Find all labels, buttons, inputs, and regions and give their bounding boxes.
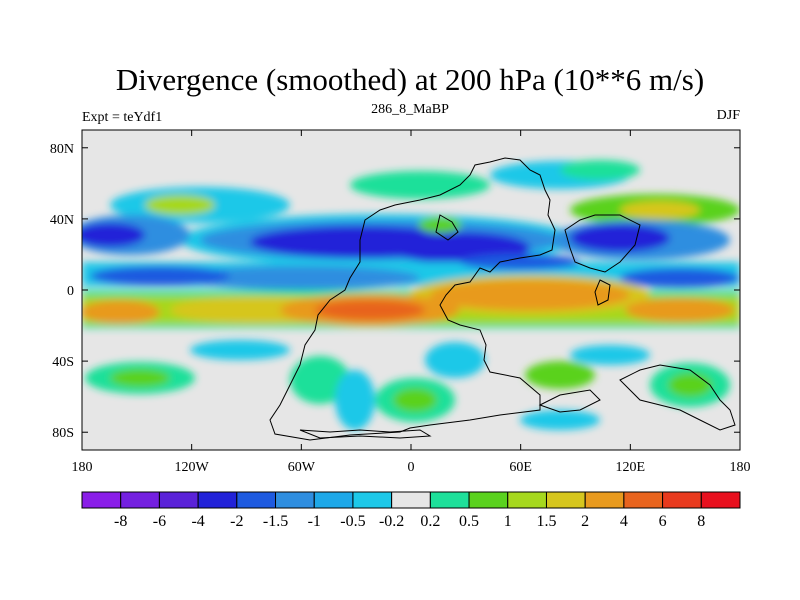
colorbar-label: -0.2 <box>379 513 404 530</box>
colorbar-swatch <box>236 491 277 509</box>
subtitle-left: Expt = teYdf1 <box>82 110 162 125</box>
x-tick-label: 120W <box>175 460 210 475</box>
chart-title: Divergence (smoothed) at 200 hPa (10**6 … <box>116 62 704 97</box>
y-tick-label: 80N <box>50 142 74 157</box>
x-tick-label: 180 <box>72 460 93 475</box>
continent-outlines <box>269 157 736 441</box>
y-tick-label: 40S <box>52 355 74 370</box>
x-axis: 180 120W 60W 0 60E 120E 180 <box>72 130 751 475</box>
x-tick-label: 60W <box>288 460 316 475</box>
y-tick-label: 0 <box>67 284 74 299</box>
x-tick-label: 60E <box>509 460 532 475</box>
colorbar-label: 1 <box>504 513 512 530</box>
colorbar-swatch <box>81 491 122 509</box>
colorbar-label: 4 <box>620 513 628 530</box>
colorbar-label: 0.5 <box>459 513 479 530</box>
colorbar-swatch <box>584 491 625 509</box>
colorbar-swatch <box>352 491 393 509</box>
colorbar-label: -1 <box>308 513 321 530</box>
colorbar-swatch <box>545 491 586 509</box>
divergence-field <box>82 130 740 450</box>
subtitle-center: 286_8_MaBP <box>371 102 449 117</box>
colorbar-swatch <box>700 491 741 509</box>
y-tick-label: 40N <box>50 213 74 228</box>
colorbar: -8 -6 -4 -2 -1.5 -1 -0.5 -0.2 0.2 0.5 1 1.5 2 4 6 8 <box>81 491 741 530</box>
colorbar-swatch <box>391 491 431 509</box>
subtitle-right: DJF <box>717 108 741 123</box>
colorbar-swatch <box>429 491 470 509</box>
colorbar-label: -2 <box>230 513 243 530</box>
colorbar-swatch <box>197 491 238 509</box>
y-tick-label: 80S <box>52 426 74 441</box>
colorbar-swatch <box>623 491 664 509</box>
colorbar-label: -6 <box>153 513 166 530</box>
colorbar-label: -1.5 <box>263 513 288 530</box>
colorbar-swatch <box>468 491 509 509</box>
x-tick-label: 0 <box>408 460 415 475</box>
colorbar-swatch <box>275 491 315 509</box>
colorbar-swatch <box>120 491 160 509</box>
colorbar-label: 6 <box>659 513 667 530</box>
colorbar-swatch <box>158 491 199 509</box>
colorbar-label: 0.2 <box>420 513 440 530</box>
colorbar-swatch <box>662 491 702 509</box>
colorbar-label: 1.5 <box>536 513 556 530</box>
colorbar-swatch <box>507 491 547 509</box>
x-tick-label: 120E <box>616 460 646 475</box>
colorbar-label: 8 <box>697 513 705 530</box>
colorbar-label: -8 <box>114 513 127 530</box>
x-tick-label: 180 <box>730 460 751 475</box>
y-axis: 80N 40N 0 40S 80S <box>50 142 740 441</box>
colorbar-label: -4 <box>191 513 204 530</box>
colorbar-label: 2 <box>581 513 589 530</box>
colorbar-label: -0.5 <box>340 513 365 530</box>
colorbar-swatch <box>313 491 354 509</box>
